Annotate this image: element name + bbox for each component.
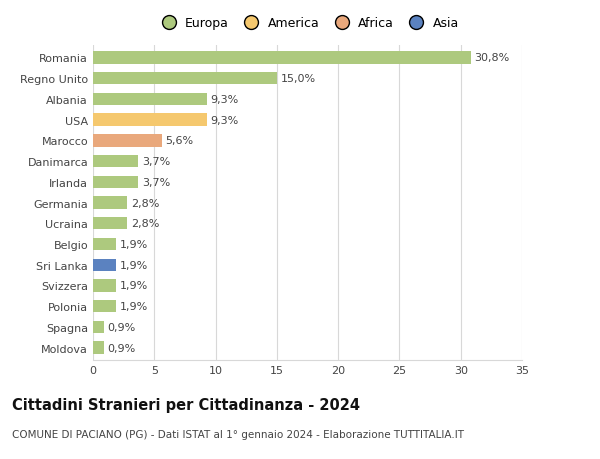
Bar [93,321,104,333]
Text: COMUNE DI PACIANO (PG) - Dati ISTAT al 1° gennaio 2024 - Elaborazione TUTTITALIA: COMUNE DI PACIANO (PG) - Dati ISTAT al 1… [12,429,464,439]
Bar [93,176,139,189]
Bar [93,218,127,230]
Text: 2,8%: 2,8% [131,198,160,208]
Text: 1,9%: 1,9% [120,302,148,312]
Text: 0,9%: 0,9% [108,343,136,353]
Bar [93,73,277,85]
Bar [93,156,139,168]
Legend: Europa, America, Africa, Asia: Europa, America, Africa, Asia [154,14,461,33]
Bar [93,300,116,313]
Text: 9,3%: 9,3% [211,115,239,125]
Bar [93,238,116,251]
Bar [93,341,104,354]
Text: 5,6%: 5,6% [166,136,193,146]
Text: 2,8%: 2,8% [131,219,160,229]
Text: 3,7%: 3,7% [142,178,170,187]
Text: 30,8%: 30,8% [474,53,509,63]
Text: 3,7%: 3,7% [142,157,170,167]
Bar [93,94,207,106]
Text: 15,0%: 15,0% [281,74,316,84]
Text: 1,9%: 1,9% [120,240,148,250]
Bar [93,280,116,292]
Bar [93,197,127,209]
Bar [93,114,207,127]
Text: 9,3%: 9,3% [211,95,239,105]
Text: Cittadini Stranieri per Cittadinanza - 2024: Cittadini Stranieri per Cittadinanza - 2… [12,397,360,412]
Bar [93,135,161,147]
Bar [93,52,470,65]
Text: 1,9%: 1,9% [120,281,148,291]
Bar [93,259,116,271]
Text: 0,9%: 0,9% [108,322,136,332]
Text: 1,9%: 1,9% [120,260,148,270]
